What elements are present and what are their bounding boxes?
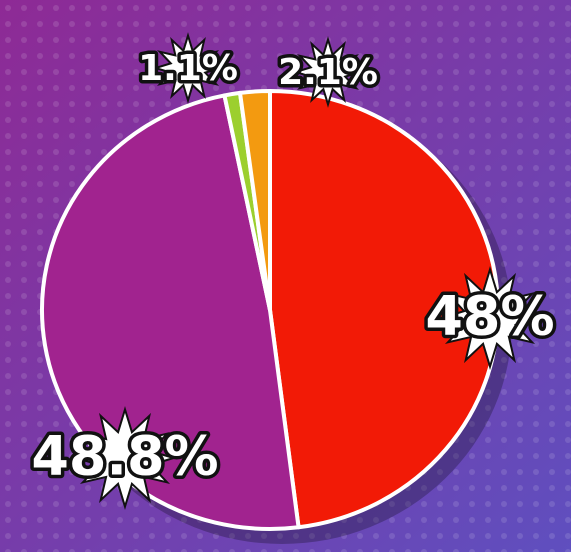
label-burst <box>292 36 364 108</box>
value-label: 48.8% <box>31 425 218 488</box>
label-burst <box>437 265 543 371</box>
label-burst <box>152 32 224 104</box>
labels: 48% 48.8% 1.1% 2.1% <box>28 32 558 511</box>
label-burst <box>72 405 178 511</box>
value-label: 2.1% <box>278 52 378 93</box>
value-label: 1.1% <box>138 48 238 89</box>
pie-slice <box>238 89 272 312</box>
value-label: 48% <box>425 285 554 348</box>
